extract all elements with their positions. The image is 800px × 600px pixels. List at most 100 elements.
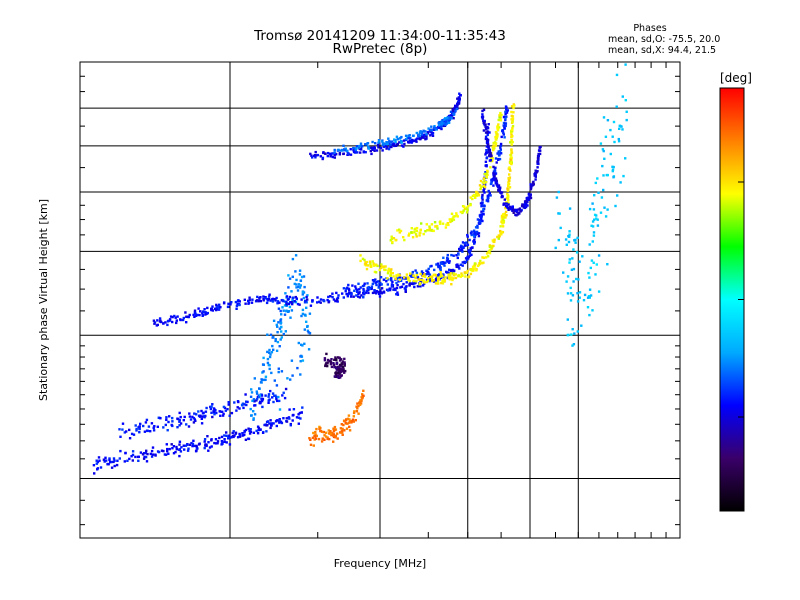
data-point [407,234,410,237]
data-point [269,299,272,302]
data-point [353,410,356,413]
data-point [125,430,128,433]
data-point [399,286,402,289]
data-point [302,275,306,278]
data-point [170,443,173,446]
data-point [436,264,440,267]
data-point [344,147,347,150]
data-point [617,140,621,143]
data-point [349,153,353,156]
data-point [473,241,476,244]
data-point [441,222,445,225]
data-point [300,314,303,318]
data-point [376,143,380,147]
data-point [227,302,230,305]
data-point [216,442,219,445]
data-point [509,162,512,165]
data-point [398,231,401,234]
data-point [446,116,449,120]
data-point [376,264,379,268]
data-point [476,226,479,229]
data-point [329,155,332,158]
data-point [524,205,528,209]
data-point [506,192,509,196]
data-point [274,299,277,302]
data-point [295,278,298,282]
data-point [452,218,456,221]
data-point [489,166,492,169]
data-point [568,258,571,261]
data-point [137,426,140,429]
data-point [232,430,235,433]
data-point [119,435,122,438]
data-point [189,418,193,421]
data-point [577,278,580,281]
data-point [611,168,615,171]
data-point [476,218,480,221]
data-point [485,172,488,175]
data-point [191,415,194,419]
data-point [619,181,622,184]
data-point [112,457,116,460]
data-point [395,281,398,285]
data-point [381,149,384,152]
data-point [339,427,343,430]
data-point [391,240,394,244]
data-point [562,271,565,274]
data-point [130,455,133,458]
data-point [431,128,435,131]
data-point [438,124,441,127]
data-point [210,405,213,408]
data-point [206,306,209,310]
data-point [192,313,195,317]
data-point [431,134,435,137]
data-point [350,291,353,295]
data-point [201,314,204,317]
data-point [338,373,341,376]
data-point [175,321,178,325]
data-point [366,142,370,145]
data-point [93,472,96,475]
data-point [439,273,443,276]
data-point [395,293,398,296]
data-point [275,296,278,300]
data-point [222,412,225,416]
data-point [606,173,609,177]
data-point [509,154,512,157]
data-point [280,370,284,373]
data-point [473,264,477,267]
data-point [394,277,397,281]
data-point [447,273,450,276]
data-point [278,327,282,330]
data-point [428,273,432,276]
data-point [275,424,278,428]
data-point [301,359,305,362]
data-point [603,206,606,209]
data-point [186,443,189,446]
data-point [343,357,346,361]
data-point [300,275,304,279]
data-point [356,288,359,291]
data-point [412,281,415,284]
data-point [267,298,271,301]
data-point [342,296,345,299]
data-point [521,203,524,206]
data-point [395,143,399,146]
data-point [569,299,573,302]
data-point [341,365,345,369]
data-point [439,268,442,272]
data-point [354,148,357,152]
data-point [478,262,481,265]
data-point [252,418,255,421]
data-point [188,412,191,415]
data-point [287,274,290,277]
data-point [484,256,488,259]
data-point [159,417,162,420]
data-point [576,300,580,303]
data-point [215,303,218,307]
data-point [224,409,227,412]
data-point [466,269,469,273]
data-point [624,157,627,160]
data-point [276,300,280,303]
data-point [567,240,571,244]
